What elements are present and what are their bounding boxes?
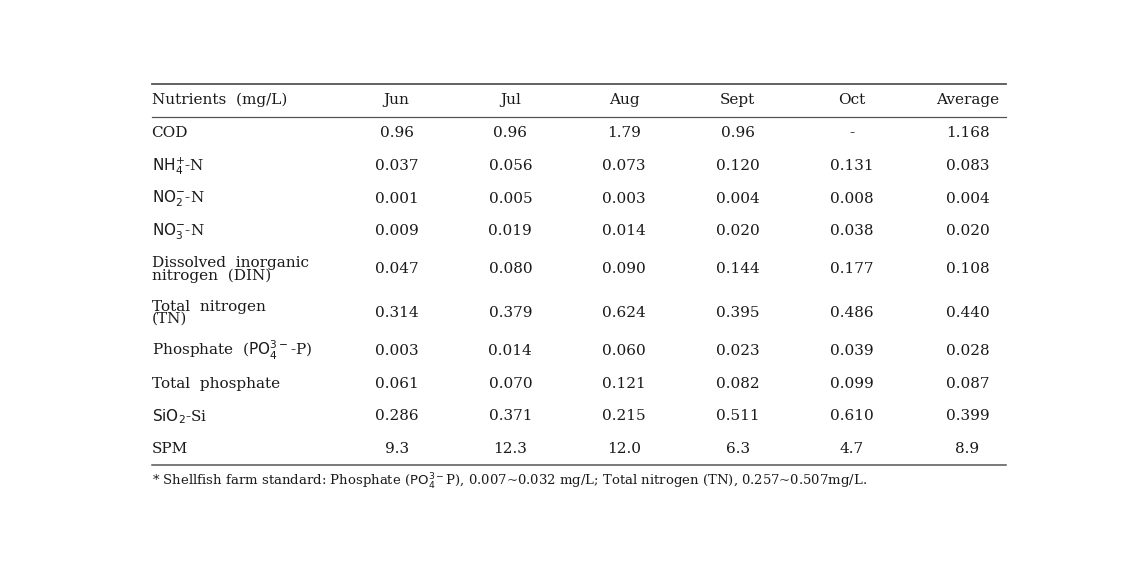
Text: 0.177: 0.177 bbox=[830, 263, 874, 276]
Text: $\mathrm{NO_{2}^{−}}$-N: $\mathrm{NO_{2}^{−}}$-N bbox=[151, 188, 204, 209]
Text: 0.624: 0.624 bbox=[602, 305, 646, 320]
Text: COD: COD bbox=[151, 126, 189, 140]
Text: 0.399: 0.399 bbox=[946, 409, 989, 423]
Text: -: - bbox=[849, 126, 855, 140]
Text: 0.008: 0.008 bbox=[830, 192, 874, 206]
Text: 0.014: 0.014 bbox=[489, 344, 532, 358]
Text: 1.79: 1.79 bbox=[607, 126, 641, 140]
Text: 0.028: 0.028 bbox=[946, 344, 989, 358]
Text: 0.080: 0.080 bbox=[489, 263, 532, 276]
Text: 0.96: 0.96 bbox=[720, 126, 755, 140]
Text: 0.96: 0.96 bbox=[493, 126, 527, 140]
Text: 0.003: 0.003 bbox=[375, 344, 419, 358]
Text: Jun: Jun bbox=[384, 93, 410, 107]
Text: * Shellfish farm standard: Phosphate ($\mathrm{PO_4^{3-}}$P), 0.007~0.032 mg/L; : * Shellfish farm standard: Phosphate ($\… bbox=[151, 472, 867, 492]
Text: 12.3: 12.3 bbox=[493, 442, 527, 456]
Text: Oct: Oct bbox=[838, 93, 865, 107]
Text: 0.037: 0.037 bbox=[375, 159, 419, 173]
Text: 0.121: 0.121 bbox=[602, 376, 646, 391]
Text: 0.96: 0.96 bbox=[379, 126, 413, 140]
Text: 12.0: 12.0 bbox=[607, 442, 641, 456]
Text: 0.009: 0.009 bbox=[375, 224, 419, 239]
Text: 0.511: 0.511 bbox=[716, 409, 760, 423]
Text: 0.014: 0.014 bbox=[602, 224, 646, 239]
Text: 0.020: 0.020 bbox=[946, 224, 989, 239]
Text: 8.9: 8.9 bbox=[955, 442, 980, 456]
Text: 0.131: 0.131 bbox=[830, 159, 874, 173]
Text: 0.039: 0.039 bbox=[830, 344, 874, 358]
Text: 0.004: 0.004 bbox=[716, 192, 760, 206]
Text: 0.440: 0.440 bbox=[946, 305, 989, 320]
Text: 6.3: 6.3 bbox=[726, 442, 750, 456]
Text: Phosphate  ($\mathrm{PO_4^{3-}}$-P): Phosphate ($\mathrm{PO_4^{3-}}$-P) bbox=[151, 339, 312, 363]
Text: 0.286: 0.286 bbox=[375, 409, 419, 423]
Text: 1.168: 1.168 bbox=[946, 126, 989, 140]
Text: Jul: Jul bbox=[500, 93, 520, 107]
Text: 0.120: 0.120 bbox=[716, 159, 760, 173]
Text: 0.061: 0.061 bbox=[375, 376, 419, 391]
Text: 0.023: 0.023 bbox=[716, 344, 760, 358]
Text: 0.003: 0.003 bbox=[602, 192, 646, 206]
Text: Total  nitrogen: Total nitrogen bbox=[151, 300, 265, 313]
Text: 0.314: 0.314 bbox=[375, 305, 419, 320]
Text: Average: Average bbox=[936, 93, 999, 107]
Text: (TN): (TN) bbox=[151, 312, 187, 326]
Text: $\mathrm{SiO_2}$-Si: $\mathrm{SiO_2}$-Si bbox=[151, 407, 207, 425]
Text: 9.3: 9.3 bbox=[385, 442, 409, 456]
Text: Sept: Sept bbox=[720, 93, 755, 107]
Text: 4.7: 4.7 bbox=[840, 442, 864, 456]
Text: 0.060: 0.060 bbox=[602, 344, 646, 358]
Text: SPM: SPM bbox=[151, 442, 187, 456]
Text: 0.005: 0.005 bbox=[489, 192, 532, 206]
Text: 0.395: 0.395 bbox=[716, 305, 760, 320]
Text: Dissolved  inorganic: Dissolved inorganic bbox=[151, 256, 308, 271]
Text: $\mathrm{NO_{3}^{−}}$-N: $\mathrm{NO_{3}^{−}}$-N bbox=[151, 221, 204, 242]
Text: 0.087: 0.087 bbox=[946, 376, 989, 391]
Text: 0.099: 0.099 bbox=[830, 376, 874, 391]
Text: 0.038: 0.038 bbox=[830, 224, 874, 239]
Text: 0.090: 0.090 bbox=[602, 263, 646, 276]
Text: 0.215: 0.215 bbox=[602, 409, 646, 423]
Text: 0.004: 0.004 bbox=[946, 192, 989, 206]
Text: Aug: Aug bbox=[609, 93, 639, 107]
Text: Total  phosphate: Total phosphate bbox=[151, 376, 280, 391]
Text: 0.020: 0.020 bbox=[716, 224, 760, 239]
Text: 0.486: 0.486 bbox=[830, 305, 874, 320]
Text: 0.047: 0.047 bbox=[375, 263, 419, 276]
Text: Nutrients  (mg/L): Nutrients (mg/L) bbox=[151, 93, 287, 107]
Text: 0.019: 0.019 bbox=[489, 224, 532, 239]
Text: 0.144: 0.144 bbox=[716, 263, 760, 276]
Text: $\mathrm{NH_{4}^{+}}$-N: $\mathrm{NH_{4}^{+}}$-N bbox=[151, 155, 204, 177]
Text: 0.108: 0.108 bbox=[946, 263, 989, 276]
Text: 0.371: 0.371 bbox=[489, 409, 532, 423]
Text: 0.082: 0.082 bbox=[716, 376, 760, 391]
Text: nitrogen  (DIN): nitrogen (DIN) bbox=[151, 268, 271, 283]
Text: 0.001: 0.001 bbox=[375, 192, 419, 206]
Text: 0.610: 0.610 bbox=[830, 409, 874, 423]
Text: 0.056: 0.056 bbox=[489, 159, 532, 173]
Text: 0.073: 0.073 bbox=[603, 159, 646, 173]
Text: 0.379: 0.379 bbox=[489, 305, 532, 320]
Text: 0.083: 0.083 bbox=[946, 159, 989, 173]
Text: 0.070: 0.070 bbox=[489, 376, 532, 391]
